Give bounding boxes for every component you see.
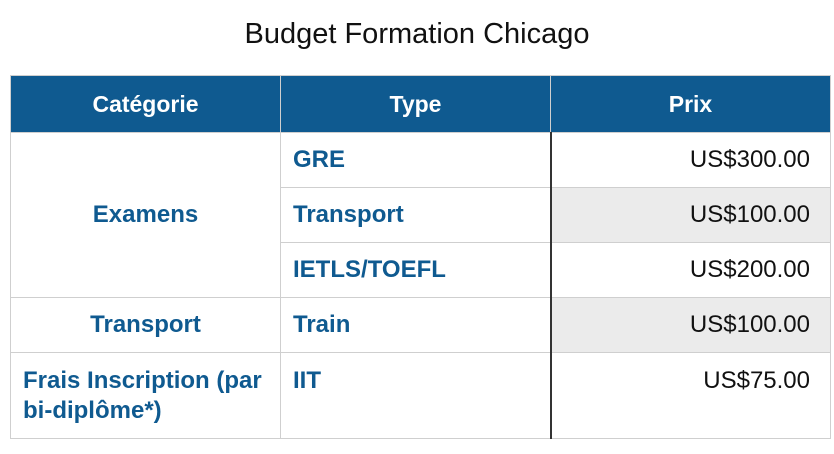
type-cell: IIT [280, 352, 551, 439]
category-cell: Frais Inscription (par bi-diplôme*) [10, 352, 281, 439]
category-cell: Examens [10, 132, 281, 298]
table-title: Budget Formation Chicago [244, 18, 590, 50]
budget-table: Catégorie Type Prix Examens GRE US$300.0… [10, 75, 831, 439]
table-row: Transport Train US$100.00 [10, 297, 831, 353]
type-cell: IETLS/TOEFL [280, 242, 551, 298]
header-price: Prix [550, 75, 831, 133]
type-cell: Train [280, 297, 551, 353]
table-header-row: Catégorie Type Prix [10, 75, 831, 133]
price-cell: US$100.00 [549, 297, 831, 353]
table-row: Frais Inscription (par bi-diplôme*) IIT … [10, 352, 831, 439]
price-cell: US$100.00 [549, 187, 831, 243]
price-cell: US$300.00 [549, 132, 831, 188]
price-cell: US$200.00 [549, 242, 831, 298]
type-cell: Transport [280, 187, 551, 243]
header-type: Type [280, 75, 551, 133]
table-row: IETLS/TOEFL US$200.00 [11, 242, 831, 298]
price-cell: US$75.00 [549, 352, 831, 439]
table-row: Examens GRE US$300.00 [10, 132, 831, 298]
header-category: Catégorie [10, 75, 281, 133]
type-cell: GRE [280, 132, 551, 188]
category-cell: Transport [10, 297, 281, 353]
